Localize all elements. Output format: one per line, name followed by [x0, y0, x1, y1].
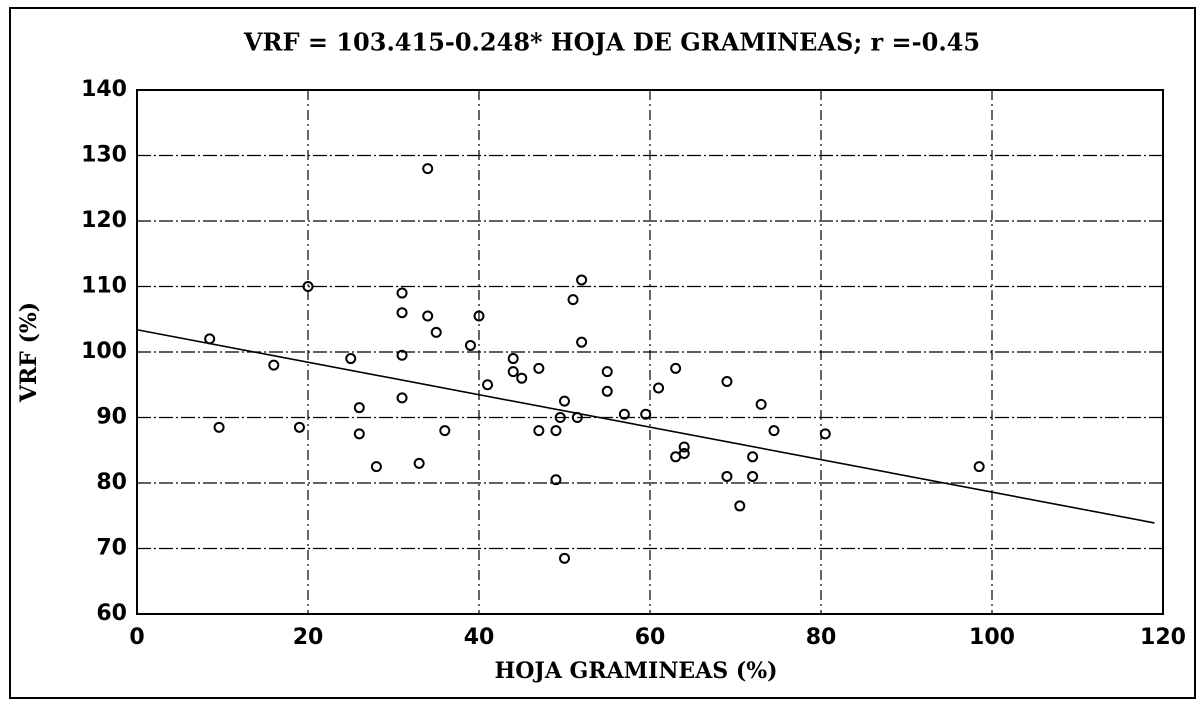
point — [670, 362, 682, 374]
point — [559, 552, 570, 564]
y-tick-label: 110 — [81, 274, 127, 299]
y-tick-label: 120 — [81, 208, 127, 233]
point — [507, 366, 519, 378]
point — [721, 470, 733, 482]
point — [678, 441, 690, 453]
frame — [9, 7, 1196, 699]
point — [601, 366, 613, 378]
x-axis-label: HOJA GRAMINEAS (%) — [494, 658, 777, 684]
point — [482, 379, 494, 391]
chart-title: VRF = 103.415-0.248* HOJA DE GRAMINEAS; … — [243, 28, 980, 57]
point — [422, 163, 434, 175]
point — [567, 294, 579, 306]
y-tick-label: 90 — [96, 405, 127, 430]
point — [439, 425, 451, 437]
point — [430, 326, 442, 338]
point — [734, 500, 746, 512]
x-tick-label: 20 — [293, 625, 324, 650]
y-axis-label: VRF (%) — [16, 302, 42, 403]
point — [576, 274, 588, 286]
point — [473, 310, 485, 322]
y-tick-label: 100 — [81, 339, 127, 364]
point — [345, 353, 357, 365]
point — [618, 408, 630, 420]
point — [396, 392, 408, 404]
point — [678, 448, 690, 460]
y-tick-label: 70 — [96, 536, 127, 561]
point — [973, 461, 985, 473]
point — [819, 428, 831, 440]
point — [370, 461, 382, 473]
point — [533, 362, 545, 374]
plot-area — [136, 89, 1164, 615]
point — [653, 382, 665, 394]
point — [268, 359, 280, 371]
x-tick-label: 100 — [969, 625, 1015, 650]
point — [293, 421, 305, 433]
point — [550, 425, 562, 437]
y-tick-label: 140 — [81, 77, 127, 102]
x-tick-label: 120 — [1140, 625, 1186, 650]
point — [533, 425, 545, 437]
fit-line — [136, 328, 1155, 524]
point — [353, 428, 365, 440]
point — [396, 349, 408, 361]
point — [507, 353, 519, 365]
point — [768, 425, 780, 437]
point — [554, 412, 566, 423]
point — [550, 474, 562, 486]
point — [576, 336, 588, 348]
point — [204, 333, 216, 345]
x-tick-label: 0 — [129, 625, 144, 650]
x-tick-label: 60 — [635, 625, 666, 650]
point — [464, 339, 476, 351]
point — [721, 375, 733, 387]
y-tick-label: 130 — [81, 143, 127, 168]
point — [601, 385, 613, 397]
point — [755, 398, 767, 410]
point — [396, 307, 408, 319]
x-tick-label: 40 — [464, 625, 495, 650]
point — [559, 395, 570, 407]
point — [413, 457, 425, 469]
point — [213, 421, 225, 433]
y-tick-label: 80 — [96, 470, 127, 495]
x-tick-label: 80 — [806, 625, 837, 650]
point — [302, 281, 314, 292]
point — [516, 372, 528, 384]
point — [396, 287, 408, 299]
point — [422, 310, 434, 322]
y-tick-label: 60 — [96, 601, 127, 626]
point — [747, 451, 759, 463]
point — [353, 402, 365, 414]
point — [640, 408, 652, 420]
point — [747, 470, 759, 482]
